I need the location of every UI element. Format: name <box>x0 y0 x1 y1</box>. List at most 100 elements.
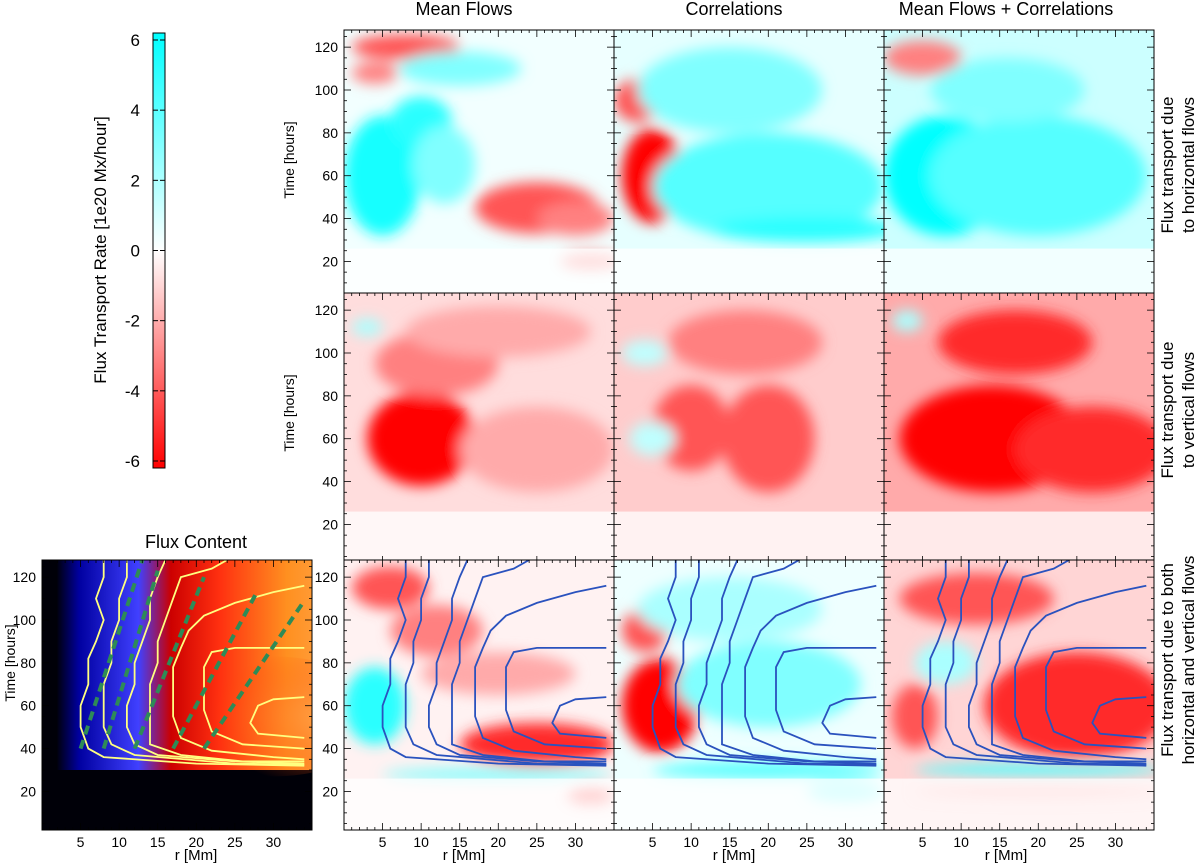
heatmap-panel-r2-c3 <box>883 292 1155 564</box>
quiet-region <box>884 248 1154 300</box>
panel-image <box>884 560 1154 830</box>
y-tick-label: 60 <box>20 698 36 714</box>
contour-line <box>1091 696 1147 739</box>
heatmap-blob <box>930 57 1085 123</box>
contour-line <box>1014 584 1147 761</box>
x-tick-label: 30 <box>266 834 282 850</box>
y-tick-label: 60 <box>322 698 338 714</box>
x-tick-label: 5 <box>649 834 657 850</box>
y-tick-label: 120 <box>315 569 339 585</box>
y-tick-label: 20 <box>322 516 338 532</box>
heatmap-blobs <box>344 34 614 270</box>
contour-line <box>674 560 877 766</box>
y-tick-label: 20 <box>322 253 338 269</box>
heatmap-panel-r3-c3: 5 10 15 20 25 30 <box>883 559 1155 850</box>
heatmap-panel-r2-c1: 20 40 60 80 100 120 <box>315 292 615 564</box>
y-tick-label: 100 <box>315 612 339 628</box>
contour-line <box>651 560 877 767</box>
colorbar-tick-label: 0 <box>131 242 140 261</box>
panel-image <box>42 560 312 830</box>
heatmap-blob <box>984 652 1154 760</box>
heatmap-blobs <box>884 40 1147 236</box>
column-title-correlations: Correlations <box>685 0 782 19</box>
contour-line <box>428 560 607 765</box>
heatmap-blob <box>629 421 676 456</box>
ylabel-row3: Time [hours] <box>2 624 18 701</box>
quiet-region <box>344 248 614 300</box>
panel-image <box>344 560 614 830</box>
x-tick-label: 15 <box>722 834 738 850</box>
contour-line <box>721 560 877 763</box>
contour-line <box>944 560 1147 766</box>
xlabel-col2: r [Mm] <box>713 847 756 864</box>
heatmap-blob <box>459 406 614 493</box>
panel-image <box>614 560 884 830</box>
colorbar-tick-label: -4 <box>125 382 140 401</box>
heatmap-blob <box>891 684 938 749</box>
panel-image <box>884 293 1154 563</box>
panel-image <box>614 293 884 563</box>
heatmap-blob <box>914 763 1154 777</box>
row-label-vertical: Flux transport due to vertical flows <box>1158 341 1198 478</box>
heatmap-blob <box>621 340 668 366</box>
colorbar-ticks: 6 4 2 0 -2 -4 -6 <box>125 31 165 471</box>
heatmap-blob <box>351 318 383 336</box>
x-tick-label: 5 <box>379 834 387 850</box>
row-label-both-line2: horizontal and vertical flows <box>1179 556 1198 765</box>
heatmap-blob <box>536 201 614 236</box>
colorbar-label: Flux Transport Rate [1e20 Mx/hour] <box>91 116 110 383</box>
colorbar-tick-label: 6 <box>131 31 140 50</box>
heatmap-blob <box>413 126 476 204</box>
heatmap-blob <box>637 47 823 133</box>
colorbar: 6 4 2 0 -2 -4 -6 Flux Transport Rate [1e20 Mx/… <box>91 31 166 471</box>
heatmap-blob <box>914 641 977 685</box>
x-tick-label: 30 <box>838 834 854 850</box>
quiet-region <box>614 248 884 300</box>
heatmap-blob <box>421 652 576 695</box>
y-tick-label: 100 <box>315 82 339 98</box>
quiet-region <box>614 778 884 830</box>
flux-content-panel: 5 10 15 20 25 30 20 40 60 80 100 120 <box>13 559 313 850</box>
contour-line <box>149 560 305 763</box>
dashed-line <box>78 560 145 750</box>
row-label-both: Flux transport due to both horizontal an… <box>1158 556 1198 765</box>
panel-image <box>344 30 614 300</box>
heatmap-blob <box>652 132 884 240</box>
x-tick-label: 20 <box>490 834 506 850</box>
y-tick-label: 60 <box>322 168 338 184</box>
contour-line <box>775 647 877 750</box>
x-tick-label: 5 <box>77 834 85 850</box>
y-tick-label: 20 <box>322 783 338 799</box>
x-tick-label: 15 <box>150 834 166 850</box>
contour-line <box>698 560 877 765</box>
heatmap-blobs <box>621 577 884 803</box>
x-tick-label: 20 <box>188 834 204 850</box>
heatmap-blob <box>390 605 483 657</box>
x-tick-label: 25 <box>799 834 815 850</box>
contour-line <box>921 560 1147 767</box>
heatmap-blob <box>351 62 398 84</box>
x-tick-label: 10 <box>953 834 969 850</box>
y-tick-label: 40 <box>322 474 338 490</box>
colorbar-tick-label: -6 <box>125 452 140 471</box>
y-tick-label: 120 <box>315 39 339 55</box>
quiet-region <box>344 511 614 563</box>
x-tick-label: 20 <box>1030 834 1046 850</box>
x-tick-label: 20 <box>760 834 776 850</box>
heatmap-blob <box>668 310 823 375</box>
row-label-horizontal-line2: to horizontal flows <box>1179 97 1198 233</box>
heatmap-blob <box>938 310 1093 375</box>
heatmap-panel-r1-c1: 20 40 60 80 100 120 <box>315 29 615 301</box>
contour-line <box>404 560 607 766</box>
heatmap-blob <box>367 391 476 486</box>
heatmap-blobs <box>351 305 614 493</box>
heatmap-blob <box>899 572 1054 625</box>
heatmap-blob <box>398 51 522 86</box>
x-tick-label: 25 <box>227 834 243 850</box>
heatmap-panel-r3-c2: 5 10 15 20 25 30 <box>613 559 885 850</box>
heatmap-blob <box>344 667 406 745</box>
heatmap-blob <box>891 310 923 332</box>
y-tick-label: 80 <box>322 655 338 671</box>
x-tick-label: 25 <box>529 834 545 850</box>
dashed-line <box>101 570 160 750</box>
